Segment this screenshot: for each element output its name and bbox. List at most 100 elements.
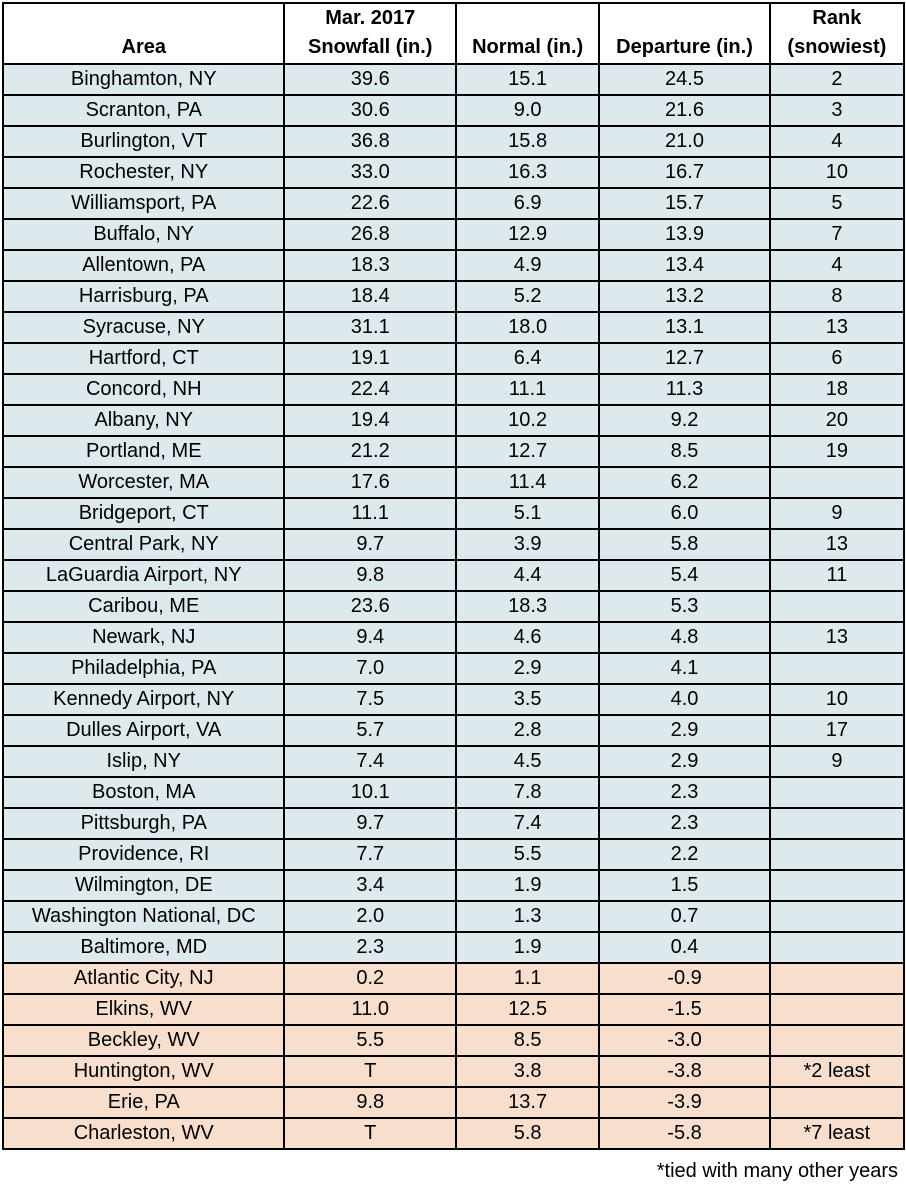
cell-rank: 19 [768,435,906,468]
cell-departure: 2.3 [598,776,771,809]
header-snowfall: Mar. 2017 Snowfall (in.) [283,2,457,65]
cell-departure: 4.1 [598,652,771,685]
cell-normal: 4.6 [454,621,601,654]
cell-area: Caribou, ME [1,590,286,623]
cell-departure: 5.4 [598,559,771,592]
cell-normal: 4.9 [454,249,601,282]
table-row: Wilmington, DE 3.4 1.9 1.5 [1,869,906,902]
cell-normal: 10.2 [454,404,601,437]
cell-departure: 5.3 [598,590,771,623]
table-row: Burlington, VT 36.8 15.8 21.0 4 [1,125,906,158]
cell-departure: -3.9 [598,1086,771,1119]
table-row: Worcester, MA 17.6 11.4 6.2 [1,466,906,499]
cell-normal: 15.8 [454,125,601,158]
table-row: Dulles Airport, VA 5.7 2.8 2.9 17 [1,714,906,747]
cell-area: Albany, NY [1,404,286,437]
cell-departure: 21.6 [598,94,771,127]
table-row: Central Park, NY 9.7 3.9 5.8 13 [1,528,906,561]
cell-rank [768,590,906,623]
cell-snowfall: 9.7 [283,807,457,840]
cell-rank: *7 least [768,1117,906,1150]
cell-departure: 0.4 [598,931,771,964]
cell-snowfall: T [283,1055,457,1088]
table-row: Caribou, ME 23.6 18.3 5.3 [1,590,906,623]
cell-normal: 12.9 [454,218,601,251]
cell-departure: 1.5 [598,869,771,902]
cell-area: Washington National, DC [1,900,286,933]
cell-rank: 4 [768,249,906,282]
cell-snowfall: 2.3 [283,931,457,964]
footnote: *tied with many other years [656,1160,898,1182]
table-row: Kennedy Airport, NY 7.5 3.5 4.0 10 [1,683,906,716]
cell-departure: 6.2 [598,466,771,499]
cell-normal: 12.7 [454,435,601,468]
table-row: Syracuse, NY 31.1 18.0 13.1 13 [1,311,906,344]
cell-normal: 5.2 [454,280,601,313]
cell-snowfall: 5.5 [283,1024,457,1057]
cell-snowfall: 9.4 [283,621,457,654]
cell-normal: 4.5 [454,745,601,778]
cell-normal: 1.9 [454,931,601,964]
cell-departure: 16.7 [598,156,771,189]
cell-area: Elkins, WV [1,993,286,1026]
cell-snowfall: 30.6 [283,94,457,127]
cell-departure: 11.3 [598,373,771,406]
cell-area: Burlington, VT [1,125,286,158]
cell-snowfall: 11.0 [283,993,457,1026]
cell-normal: 11.4 [454,466,601,499]
cell-snowfall: 9.7 [283,528,457,561]
cell-rank [768,931,906,964]
table-body: Binghamton, NY 39.6 15.1 24.5 2 Scranton, PA 3… [1,63,906,1150]
cell-area: Concord, NH [1,373,286,406]
cell-normal: 7.8 [454,776,601,809]
cell-departure: 5.8 [598,528,771,561]
header-normal: Normal (in.) [454,2,601,65]
table-row: Erie, PA 9.8 13.7 -3.9 [1,1086,906,1119]
cell-area: Rochester, NY [1,156,286,189]
cell-rank [768,900,906,933]
table-row: Philadelphia, PA 7.0 2.9 4.1 [1,652,906,685]
cell-snowfall: 26.8 [283,218,457,251]
cell-normal: 15.1 [454,63,601,96]
cell-rank [768,1024,906,1057]
cell-normal: 11.1 [454,373,601,406]
cell-normal: 18.0 [454,311,601,344]
cell-snowfall: 3.4 [283,869,457,902]
cell-normal: 6.4 [454,342,601,375]
table-row: Huntington, WV T 3.8 -3.8 *2 least [1,1055,906,1088]
cell-area: Portland, ME [1,435,286,468]
cell-snowfall: 10.1 [283,776,457,809]
cell-rank: 20 [768,404,906,437]
cell-rank [768,869,906,902]
table-row: Allentown, PA 18.3 4.9 13.4 4 [1,249,906,282]
cell-rank [768,466,906,499]
header-area: Area [1,2,286,65]
header-departure: Departure (in.) [598,2,771,65]
cell-snowfall: 22.6 [283,187,457,220]
cell-departure: 8.5 [598,435,771,468]
cell-area: Allentown, PA [1,249,286,282]
cell-departure: 24.5 [598,63,771,96]
cell-snowfall: 5.7 [283,714,457,747]
cell-snowfall: 18.4 [283,280,457,313]
cell-departure: -0.9 [598,962,771,995]
cell-normal: 2.9 [454,652,601,685]
cell-snowfall: 21.2 [283,435,457,468]
table-row: Binghamton, NY 39.6 15.1 24.5 2 [1,63,906,96]
cell-departure: 2.9 [598,745,771,778]
cell-rank [768,993,906,1026]
cell-snowfall: 0.2 [283,962,457,995]
table-row: Beckley, WV 5.5 8.5 -3.0 [1,1024,906,1057]
cell-normal: 3.5 [454,683,601,716]
cell-snowfall: 7.7 [283,838,457,871]
cell-area: Kennedy Airport, NY [1,683,286,716]
cell-rank: 13 [768,528,906,561]
cell-area: Williamsport, PA [1,187,286,220]
table-row: Washington National, DC 2.0 1.3 0.7 [1,900,906,933]
cell-area: Pittsburgh, PA [1,807,286,840]
cell-area: Erie, PA [1,1086,286,1119]
cell-normal: 4.4 [454,559,601,592]
cell-departure: 9.2 [598,404,771,437]
cell-area: Huntington, WV [1,1055,286,1088]
table-row: Islip, NY 7.4 4.5 2.9 9 [1,745,906,778]
